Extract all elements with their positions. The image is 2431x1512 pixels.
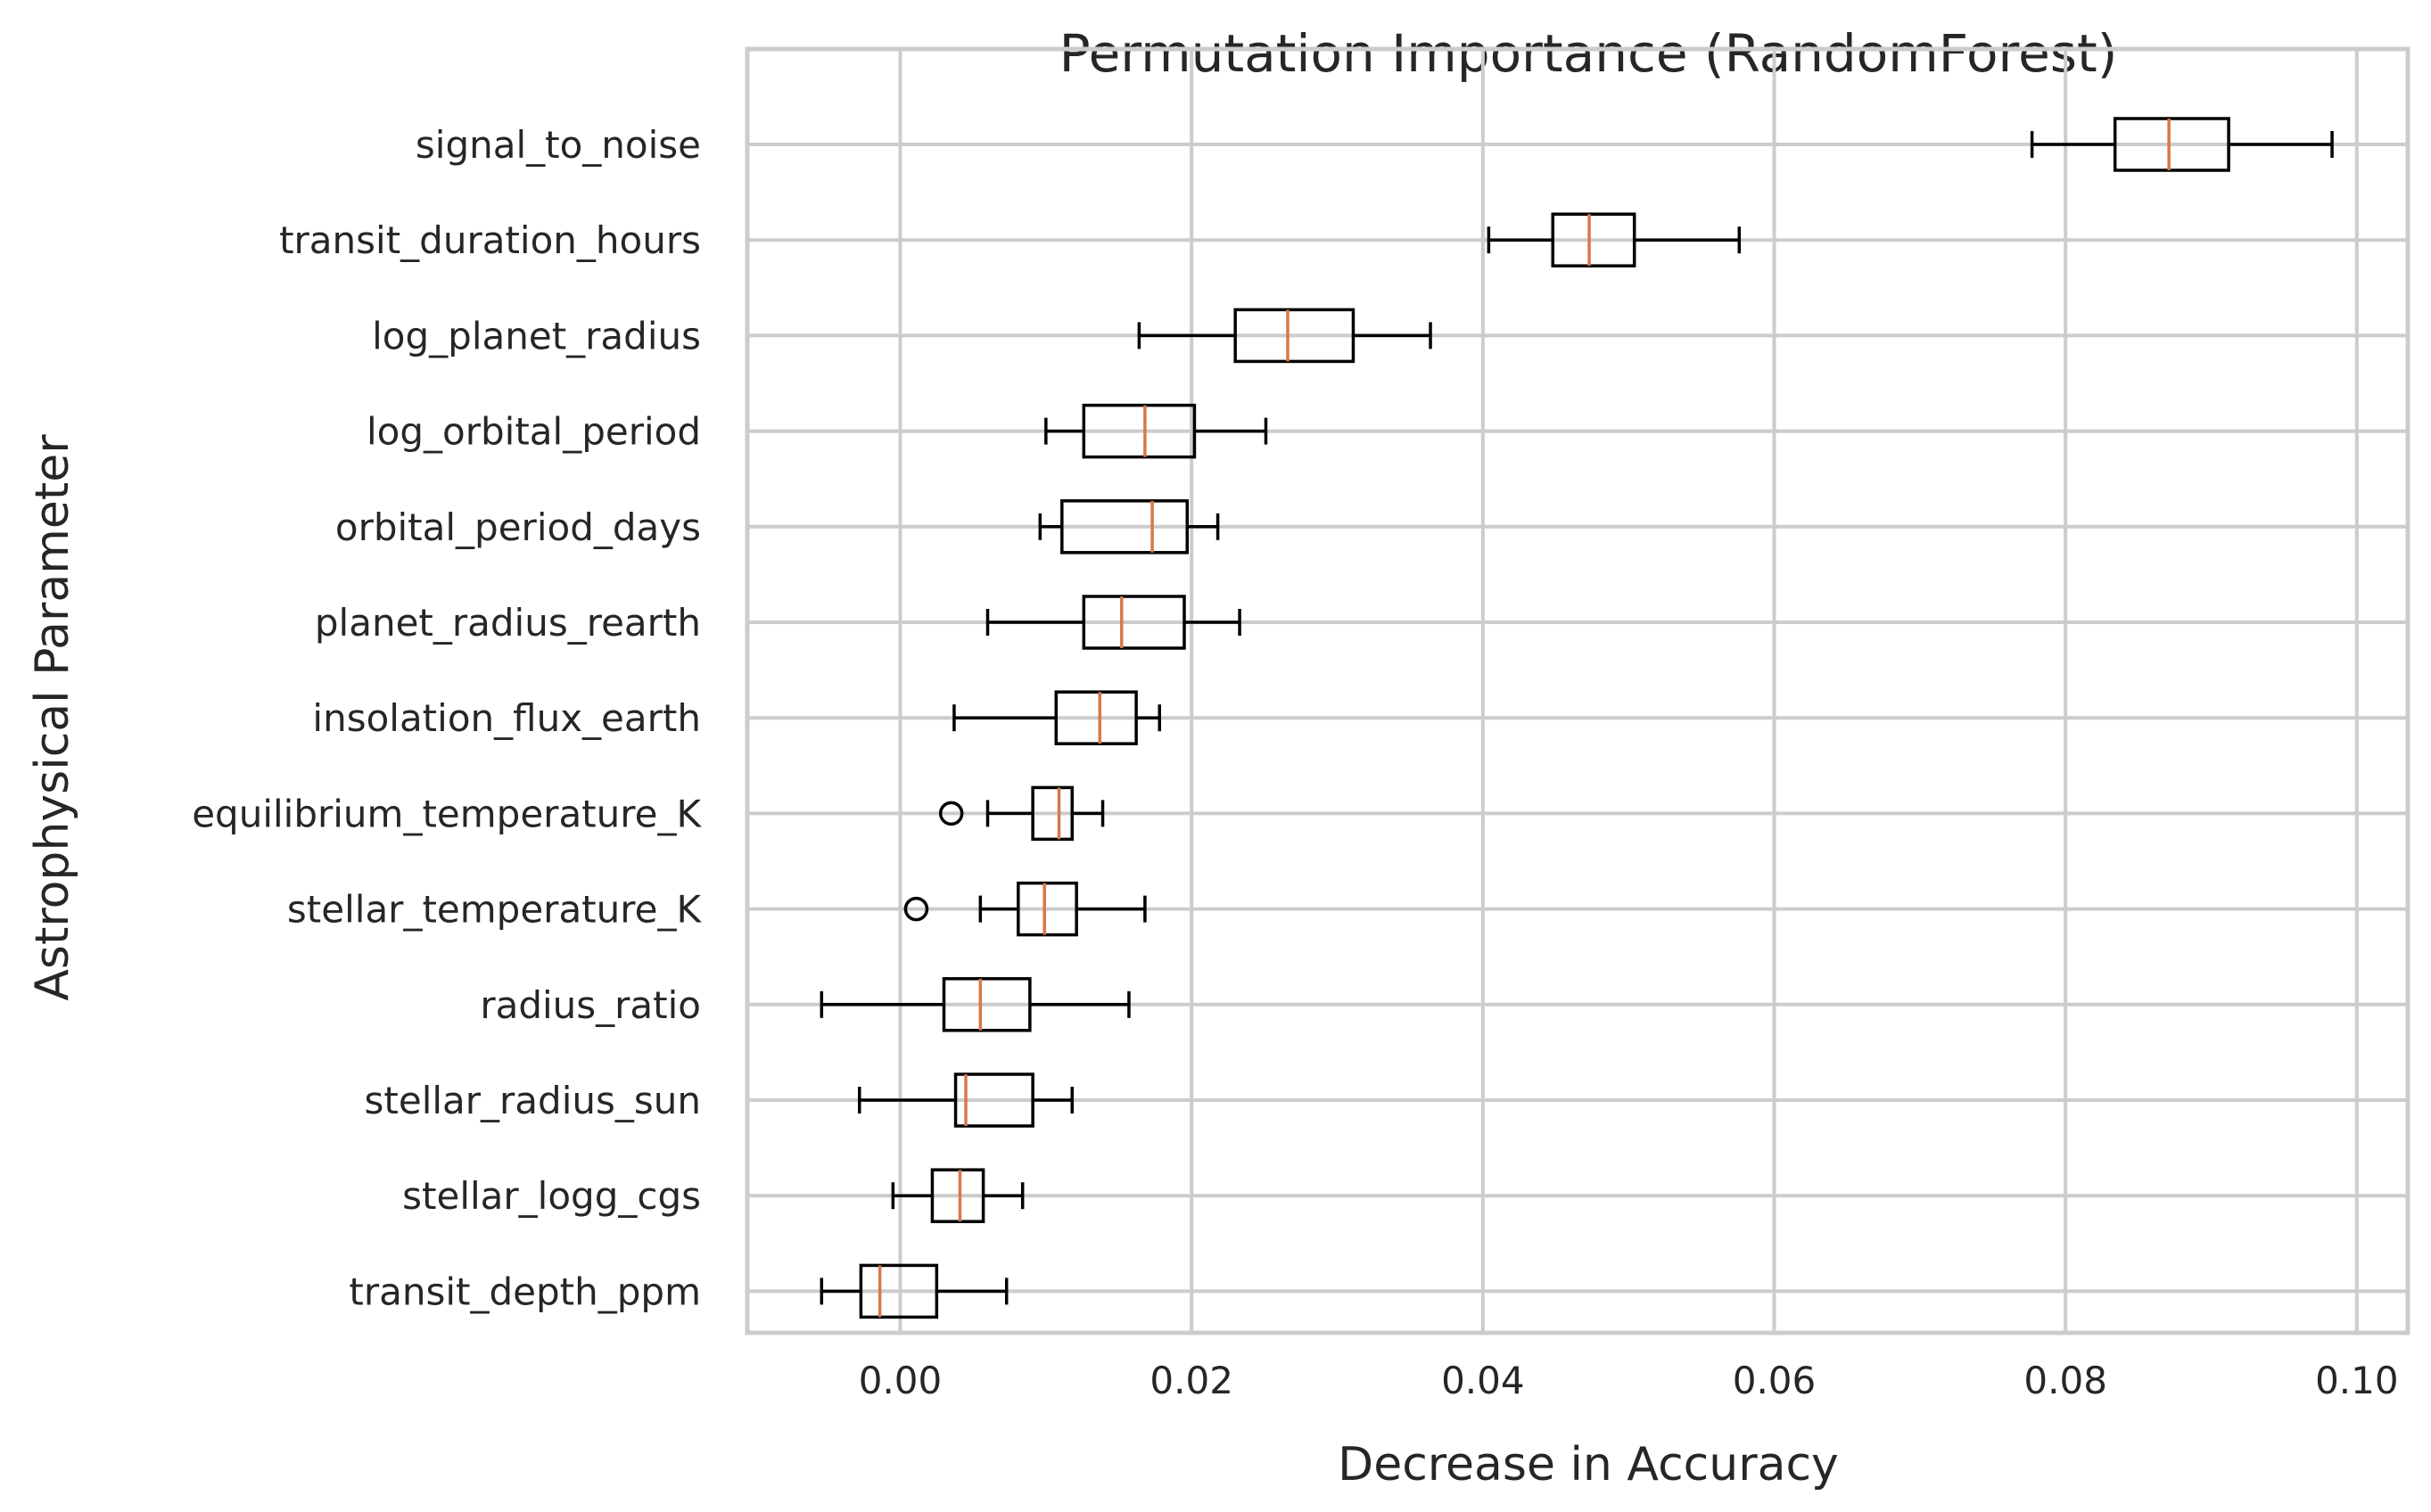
iqr-box — [1082, 595, 1186, 650]
iqr-box — [1054, 690, 1138, 745]
x-tick-label: 0.04 — [1441, 1359, 1525, 1402]
y-tick-label: transit_depth_ppm — [349, 1270, 701, 1313]
iqr-box — [953, 1072, 1034, 1128]
outlier-point — [903, 896, 929, 922]
x-tick-label: 0.08 — [2023, 1359, 2107, 1402]
iqr-box — [1031, 785, 1074, 842]
plot-frame — [745, 46, 2410, 1335]
iqr-box — [2113, 117, 2230, 172]
x-tick-label: 0.00 — [859, 1359, 943, 1402]
iqr-box — [1233, 308, 1356, 364]
y-tick-label: log_planet_radius — [372, 314, 701, 357]
y-tick-label: orbital_period_days — [335, 505, 701, 549]
x-axis-label: Decrease in Accuracy — [1338, 1438, 1839, 1491]
y-tick-label: stellar_temperature_K — [287, 888, 703, 932]
y-tick-label: radius_ratio — [480, 983, 701, 1027]
y-tick-label: signal_to_noise — [416, 123, 701, 167]
y-tick-label: planet_radius_rearth — [315, 601, 701, 645]
outlier-point — [938, 801, 964, 826]
y-tick-label: transit_duration_hours — [279, 218, 701, 262]
iqr-box — [942, 977, 1032, 1032]
iqr-box — [1060, 499, 1190, 555]
x-tick-label: 0.02 — [1150, 1359, 1233, 1402]
y-tick-label: equilibrium_temperature_K — [192, 792, 702, 835]
iqr-box — [1017, 881, 1078, 937]
iqr-box — [1551, 212, 1636, 267]
y-axis-label: Astrophysical Parameter — [26, 434, 79, 1001]
iqr-box — [930, 1168, 985, 1223]
y-tick-label: stellar_logg_cgs — [402, 1174, 701, 1218]
y-tick-label: log_orbital_period — [367, 410, 701, 454]
plot-area: 0.00 0.02 0.04 0.06 0.08 0.10 signal_to_noiset… — [192, 46, 2410, 1402]
chart-title: Permutation Importance (RandomForest) — [1059, 23, 2118, 84]
x-tick-label: 0.10 — [2315, 1359, 2399, 1402]
iqr-box — [859, 1263, 939, 1319]
iqr-box — [1082, 403, 1197, 459]
y-tick-label: stellar_radius_sun — [365, 1079, 702, 1122]
x-tick-label: 0.06 — [1733, 1359, 1817, 1402]
y-tick-label: insolation_flux_earth — [312, 696, 701, 740]
